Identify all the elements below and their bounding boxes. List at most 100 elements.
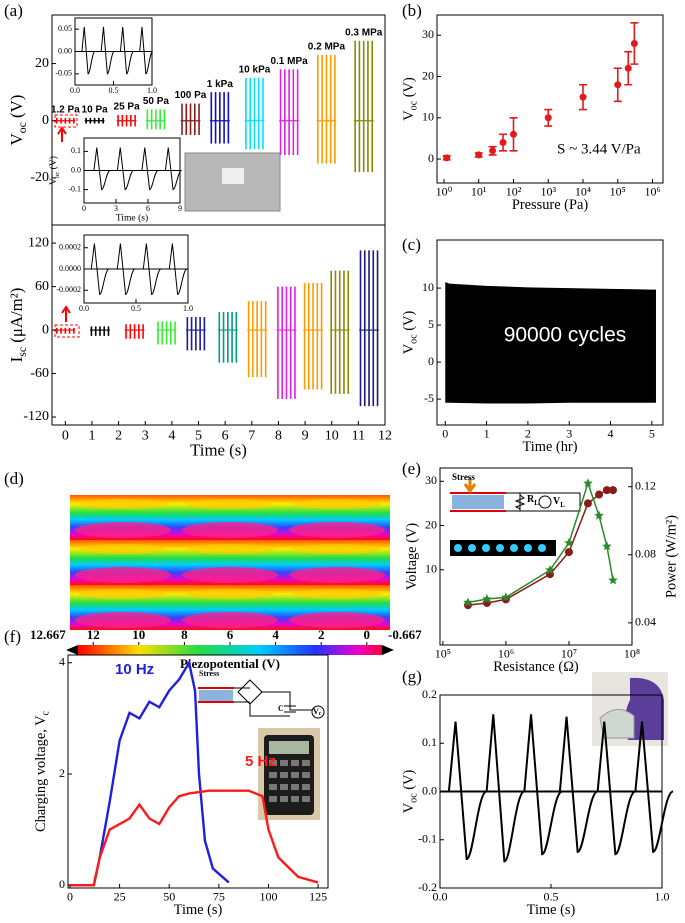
x-tick-label: 4: [608, 426, 614, 440]
data-point: [583, 478, 593, 488]
data-point: [489, 147, 497, 155]
x-tick-label: 0.0: [433, 889, 448, 903]
y-tick-label: 0.05: [58, 24, 72, 33]
data-point: [499, 139, 507, 147]
x-tick-label: 1.0: [183, 304, 193, 313]
burst-label: 0.2 MPa: [308, 42, 346, 53]
inset-text: L: [534, 499, 539, 507]
inset-text: Stress: [452, 472, 475, 482]
x-tick-label: 0.5: [544, 889, 559, 903]
y-tick-label: -20: [30, 170, 49, 185]
x-tick-label: 3: [114, 204, 118, 213]
data-point: [545, 565, 555, 575]
label-part: V: [401, 802, 417, 813]
x-tick-label: 10⁴: [575, 184, 591, 198]
x-axis-label: Time (s): [527, 902, 576, 918]
y-tick-label: -0.2: [418, 880, 437, 894]
y-tick-label: 20: [35, 56, 49, 71]
y-tick-label: -120: [23, 409, 49, 424]
x-tick-label: 2: [525, 426, 531, 440]
label-part: V: [401, 343, 417, 354]
inset-text: VL: [553, 496, 565, 508]
burst-label: 10 kPa: [239, 64, 271, 75]
data-point: [544, 114, 552, 122]
x-tick-label: 12: [378, 428, 392, 443]
x-tick-label: 0: [82, 204, 86, 213]
y-tick-label: 30: [422, 27, 434, 41]
inset-text: V: [553, 496, 561, 507]
y2-tick-label: 0.08: [635, 547, 656, 561]
annotation: 90000 cycles: [504, 324, 627, 347]
x-tick-label: 10⁵: [435, 646, 451, 660]
x-tick-label: 6: [146, 204, 150, 213]
x-tick-label: 0: [67, 889, 73, 903]
inset-text: Vc: [313, 707, 322, 718]
y-tick-label: 20: [422, 68, 434, 82]
y-axis-label: Voc (V): [401, 311, 419, 355]
inset-text: C: [278, 704, 284, 713]
x-tick-label: 1.0: [655, 889, 670, 903]
x-tick-label: 7: [248, 428, 255, 443]
panel-label: (e): [402, 459, 421, 478]
data-point: [564, 548, 573, 557]
series-line: [69, 659, 230, 887]
x-axis-label: Resistance (Ω): [493, 659, 579, 675]
y-tick-label: 0.0: [422, 783, 437, 797]
x-tick-label: 0.0: [79, 304, 89, 313]
y-tick-label: 0: [59, 877, 65, 891]
y2-tick-label: 0.04: [635, 615, 656, 629]
panel-label: (a): [4, 1, 23, 20]
data-point: [579, 93, 587, 101]
x-tick-label: 0.5: [131, 304, 141, 313]
x-tick-label: 10⁸: [624, 646, 640, 660]
burst-label: 25 Pa: [114, 102, 141, 113]
y-tick-label: 0.0: [71, 165, 81, 174]
y-tick-label: 0.0000: [59, 264, 81, 273]
x-tick-label: 75: [213, 889, 225, 903]
colorbar-tick-label: 2: [318, 627, 325, 642]
label-part: Voltage (V): [404, 523, 420, 590]
data-point: [595, 490, 604, 499]
x-tick-label: 5: [195, 428, 202, 443]
burst-label: 100 Pa: [175, 90, 207, 101]
x-tick-label: 10³: [540, 184, 556, 198]
x-axis-label: Pressure (Pa): [512, 197, 589, 213]
burst-label: 50 Pa: [143, 96, 170, 107]
panel-label: (b): [402, 1, 422, 20]
x-tick-label: 25: [114, 889, 126, 903]
potential-map: [70, 495, 390, 630]
plot-frame: [51, 224, 386, 426]
label-subscript: oc: [53, 172, 60, 178]
x-tick-label: 11: [352, 428, 365, 443]
x-tick-label: 9: [302, 428, 309, 443]
burst-label: 1 kPa: [207, 79, 234, 90]
x-tick-label: 10²: [506, 184, 522, 198]
x-tick-label: 3: [566, 426, 572, 440]
inset-text: RL: [527, 494, 539, 506]
y-tick-label: 0: [428, 151, 434, 165]
inset-text: R: [527, 494, 535, 505]
data-point: [583, 499, 592, 508]
waveform-cycle: [90, 243, 110, 296]
waveform-cycle: [141, 147, 159, 191]
panel-label: (g): [402, 667, 422, 686]
burst-label: 0.1 MPa: [270, 56, 308, 67]
colorbar-tick-label: 8: [181, 627, 188, 642]
colorbar-label: Piezopotential (V): [180, 656, 280, 671]
signal-band: [445, 282, 656, 404]
waveform-cycle: [596, 721, 637, 856]
data-point: [624, 64, 632, 72]
x-tick-label: 0: [62, 428, 69, 443]
highlight-box: [54, 324, 80, 338]
x-tick-label: 2: [115, 428, 122, 443]
plot-frame: [436, 239, 664, 426]
label-part: V: [7, 133, 26, 145]
x-tick-label: 4: [168, 428, 175, 443]
waveform-cycle: [116, 147, 134, 191]
y-tick-label: 10: [422, 110, 434, 124]
series-label: 5 Hz: [245, 753, 276, 770]
y-tick-label: 10: [422, 280, 434, 294]
x-tick-label: 3: [142, 428, 149, 443]
data-point: [463, 597, 473, 607]
panel-label: (f): [4, 627, 21, 646]
